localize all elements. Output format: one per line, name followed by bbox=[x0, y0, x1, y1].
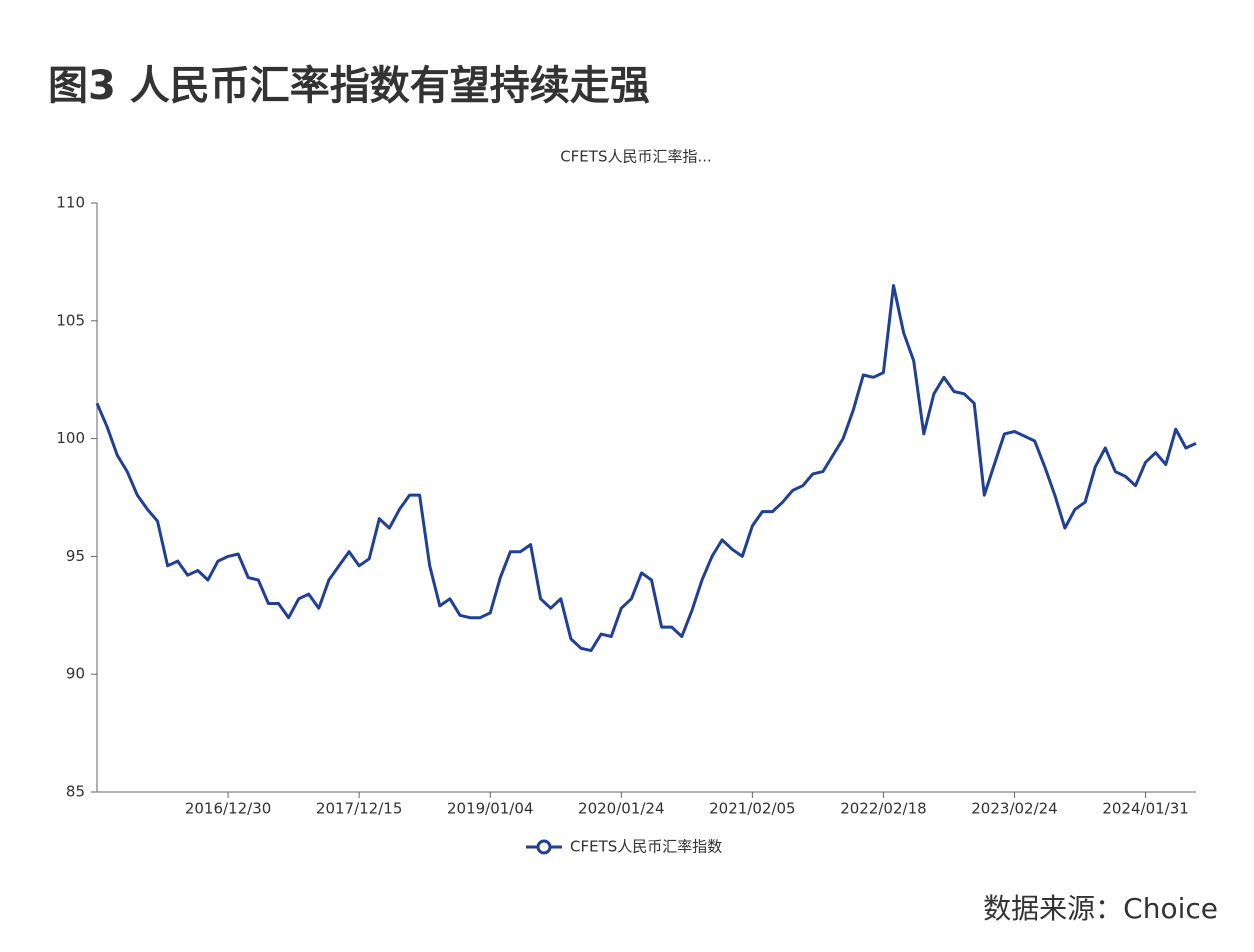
x-tick-label: 2021/02/05 bbox=[709, 800, 795, 818]
chart-title: 图3 人民币汇率指数有望持续走强 bbox=[48, 63, 650, 109]
x-tick-label: 2017/12/15 bbox=[316, 800, 402, 818]
y-tick-label: 85 bbox=[66, 783, 85, 801]
source: 数据来源：Choice bbox=[983, 892, 1218, 925]
y-tick-label: 90 bbox=[66, 665, 85, 683]
x-tick-label: 2016/12/30 bbox=[185, 800, 271, 818]
x-tick-label: 2024/01/31 bbox=[1102, 800, 1188, 818]
x-tick-label: 2020/01/24 bbox=[578, 800, 664, 818]
y-tick-label: 110 bbox=[56, 194, 85, 212]
x-tick-label: 2019/01/04 bbox=[447, 800, 533, 818]
line bbox=[95, 284, 1197, 653]
x-tick-label: 2022/02/18 bbox=[840, 800, 926, 818]
y-tick-label: 100 bbox=[56, 429, 85, 447]
legend-marker bbox=[536, 839, 552, 855]
x-tick-label: 2023/02/24 bbox=[971, 800, 1057, 818]
chart-subtitle: CFETS人民币汇率指... bbox=[560, 148, 712, 166]
y-tick-label: 105 bbox=[56, 311, 85, 329]
legend-label: CFETS人民币汇率指数 bbox=[570, 838, 722, 856]
y-tick-label: 95 bbox=[66, 547, 85, 565]
